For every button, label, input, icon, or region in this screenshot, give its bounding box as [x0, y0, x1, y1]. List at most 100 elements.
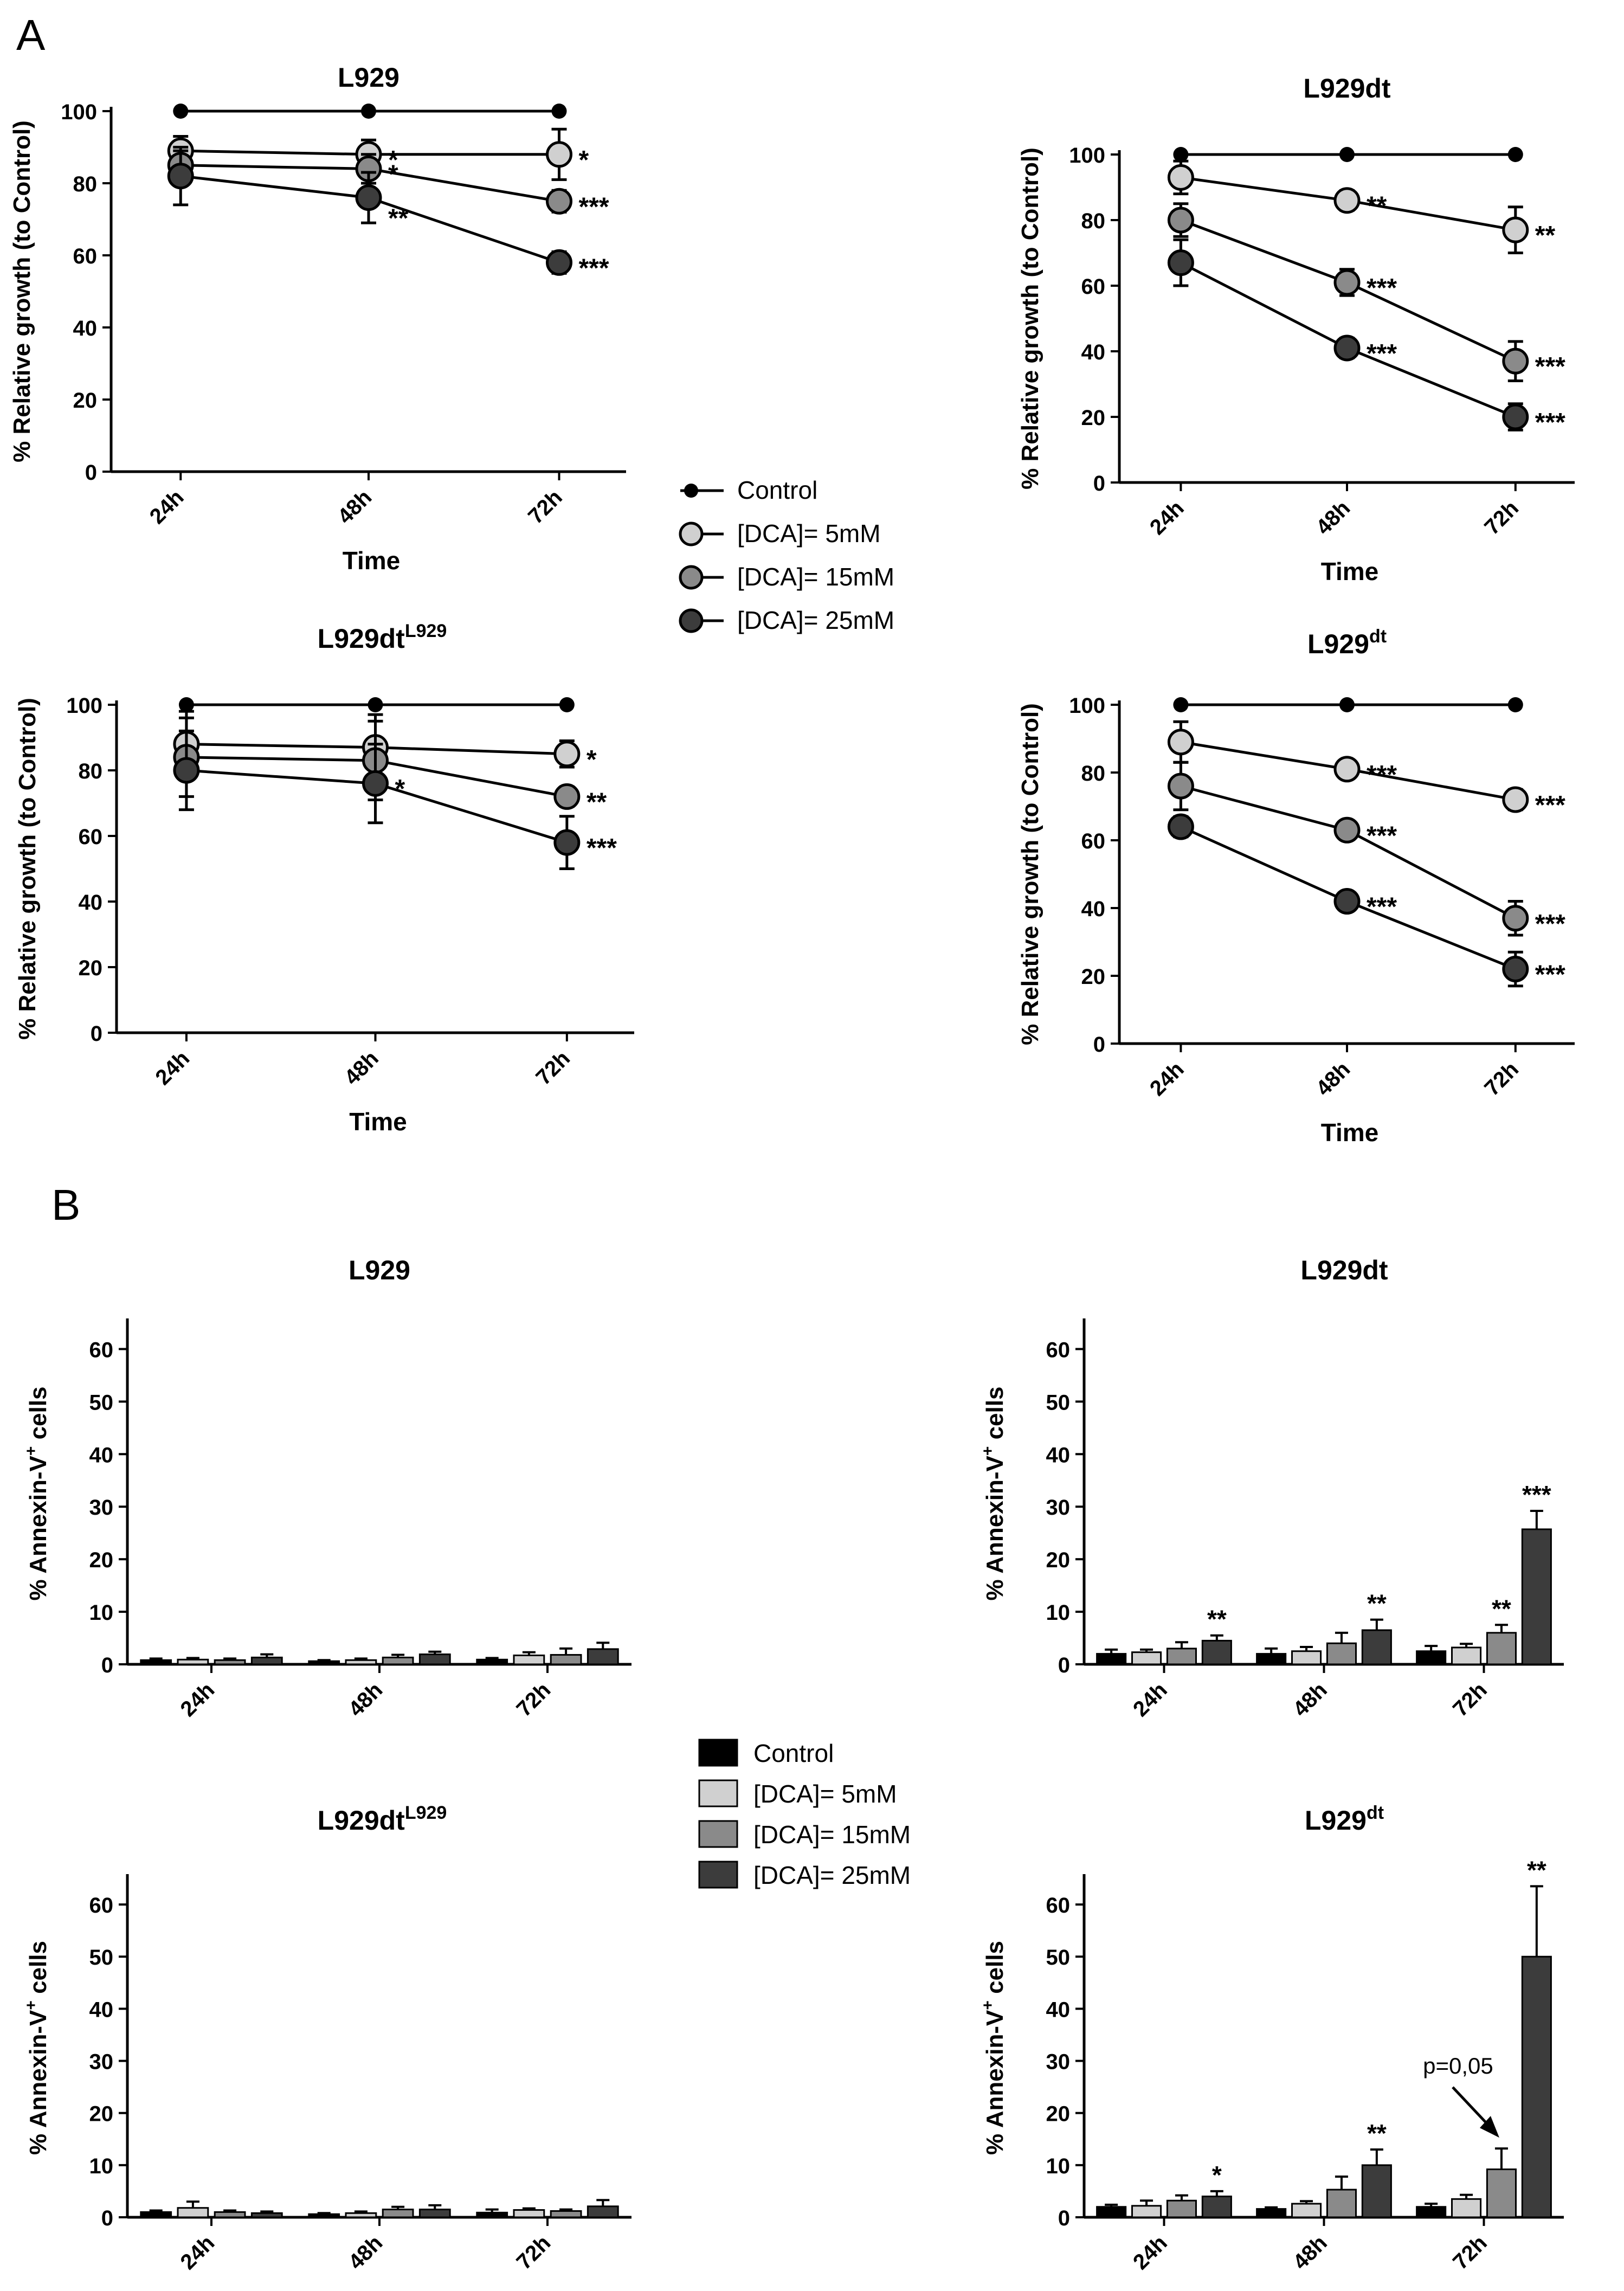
- series-4: ****: [173, 729, 617, 870]
- bar: [1521, 1955, 1552, 2218]
- legend-marker: [679, 608, 704, 633]
- bar: [1291, 1650, 1322, 1665]
- legend-swatch: [698, 1739, 738, 1767]
- y-tick-label: 60: [1081, 829, 1106, 853]
- y-tick-label: 50: [89, 1391, 114, 1414]
- y-axis-label-main: % Annexin-V: [982, 1456, 1008, 1601]
- p-value-annotation: p=0,05: [1423, 2053, 1493, 2078]
- data-point: [1167, 164, 1194, 191]
- y-axis-label-main: % Annexin-V: [25, 2010, 51, 2155]
- y-tick-label: 80: [79, 760, 103, 783]
- y-axis-label-superscript: +: [979, 1446, 997, 1456]
- significance-marker: **: [1207, 1605, 1227, 1633]
- chart-title: L929: [338, 62, 399, 93]
- bar: [345, 2212, 377, 2218]
- bar: [587, 1648, 619, 1665]
- y-tick-label: 20: [79, 956, 103, 980]
- y-axis-label-superscript: +: [979, 2000, 997, 2010]
- y-axis-label-tail: cells: [25, 1941, 51, 2000]
- bar: [1416, 1650, 1447, 1665]
- y-tick-label: 50: [1046, 1946, 1071, 1970]
- y-tick-label: 40: [1046, 1998, 1071, 2022]
- data-point: [1502, 403, 1529, 430]
- legend-label: Control: [753, 1739, 834, 1767]
- y-axis-label-main: % Annexin-V: [982, 2010, 1008, 2155]
- x-axis-label: Time: [1321, 557, 1379, 585]
- x-tick-label: 48h: [344, 1678, 388, 1721]
- bar: [418, 2209, 451, 2218]
- bar: [177, 2207, 209, 2218]
- bar: [1451, 1646, 1482, 1665]
- y-axis-label: % Annexin-V+ cells: [22, 1387, 51, 1601]
- y-axis-label-main: % Annexin-V: [25, 1456, 51, 1601]
- legend-item-line: [DCA]= 25mM: [679, 606, 894, 634]
- y-tick-label: 40: [1046, 1443, 1071, 1467]
- y-tick-label: 30: [89, 1496, 114, 1520]
- x-tick-label: 24h: [176, 1678, 220, 1721]
- legend-label: [DCA]= 5mM: [753, 1780, 897, 1808]
- y-tick-label: 0: [101, 1653, 113, 1677]
- chart-title-superscript: dt: [1369, 626, 1387, 647]
- y-tick-label: 50: [89, 1946, 114, 1970]
- x-tick-label: 72h: [512, 1678, 556, 1721]
- data-point: [1502, 905, 1529, 932]
- significance-marker: **: [388, 204, 409, 233]
- y-tick-label: 20: [73, 389, 98, 413]
- x-tick-label: 72h: [1448, 2231, 1492, 2274]
- y-tick-label: 0: [1093, 472, 1105, 495]
- bar: [418, 1653, 451, 1665]
- chart-title-main: L929: [338, 62, 399, 93]
- bar: [214, 1659, 246, 1665]
- legend-marker: [679, 522, 704, 546]
- series-1: [1173, 697, 1523, 712]
- series-2: *: [173, 710, 597, 782]
- data-point: [553, 783, 581, 810]
- x-tick-label: 24h: [1145, 1057, 1189, 1101]
- significance-marker: **: [1492, 1594, 1511, 1623]
- bar: [140, 1659, 172, 1665]
- legend-label: [DCA]= 15mM: [737, 563, 894, 591]
- bar: [1521, 1528, 1552, 1665]
- bar: [214, 2211, 246, 2218]
- chart-title-main: L929dt: [1303, 73, 1391, 104]
- data-point: [1502, 956, 1529, 982]
- legend-swatch: [698, 1820, 738, 1848]
- y-tick-label: 40: [1081, 340, 1106, 364]
- chart-title-main: L929dt: [1300, 1255, 1388, 1285]
- data-point: [1333, 756, 1361, 783]
- data-point: [1167, 249, 1194, 276]
- bar: [476, 1658, 508, 1665]
- y-tick-label: 60: [1046, 1894, 1071, 1917]
- series-1: [173, 104, 567, 119]
- y-tick-label: 80: [1081, 762, 1106, 786]
- significance-marker: ***: [1367, 821, 1397, 850]
- y-tick-label: 10: [1046, 1601, 1071, 1625]
- bar: [1096, 1653, 1127, 1665]
- y-tick-label: 100: [1069, 144, 1105, 168]
- data-point: [355, 184, 382, 211]
- bar: [513, 1655, 545, 1665]
- legend-marker: [679, 565, 704, 590]
- y-axis-label-main: % Relative growth (to Control): [14, 698, 41, 1040]
- chart-title: L929dt: [1303, 73, 1391, 104]
- y-tick-label: 80: [73, 172, 98, 196]
- y-tick-label: 20: [89, 1548, 114, 1572]
- x-tick-label: 72h: [531, 1046, 575, 1090]
- bar: [177, 1658, 209, 1665]
- data-point: [551, 104, 567, 119]
- significance-marker: ***: [587, 834, 617, 863]
- y-axis-label: % Relative growth (to Control): [1017, 147, 1043, 490]
- series-4: *** ***: [1167, 238, 1565, 437]
- data-point: [173, 104, 189, 119]
- series-3: *** ***: [1167, 761, 1565, 938]
- data-point: [1339, 147, 1355, 162]
- significance-marker: **: [1367, 192, 1387, 221]
- chart-7: L929dtL929 0 10 20 30 40 50 60 % Annexin-V+ cell…: [22, 1803, 631, 2274]
- bar: [1291, 2203, 1322, 2218]
- x-tick-label: 24h: [1129, 1678, 1172, 1721]
- bar: [1166, 2199, 1197, 2218]
- significance-marker: **: [587, 788, 607, 816]
- y-tick-label: 100: [66, 694, 102, 718]
- y-tick-label: 40: [89, 1998, 114, 2022]
